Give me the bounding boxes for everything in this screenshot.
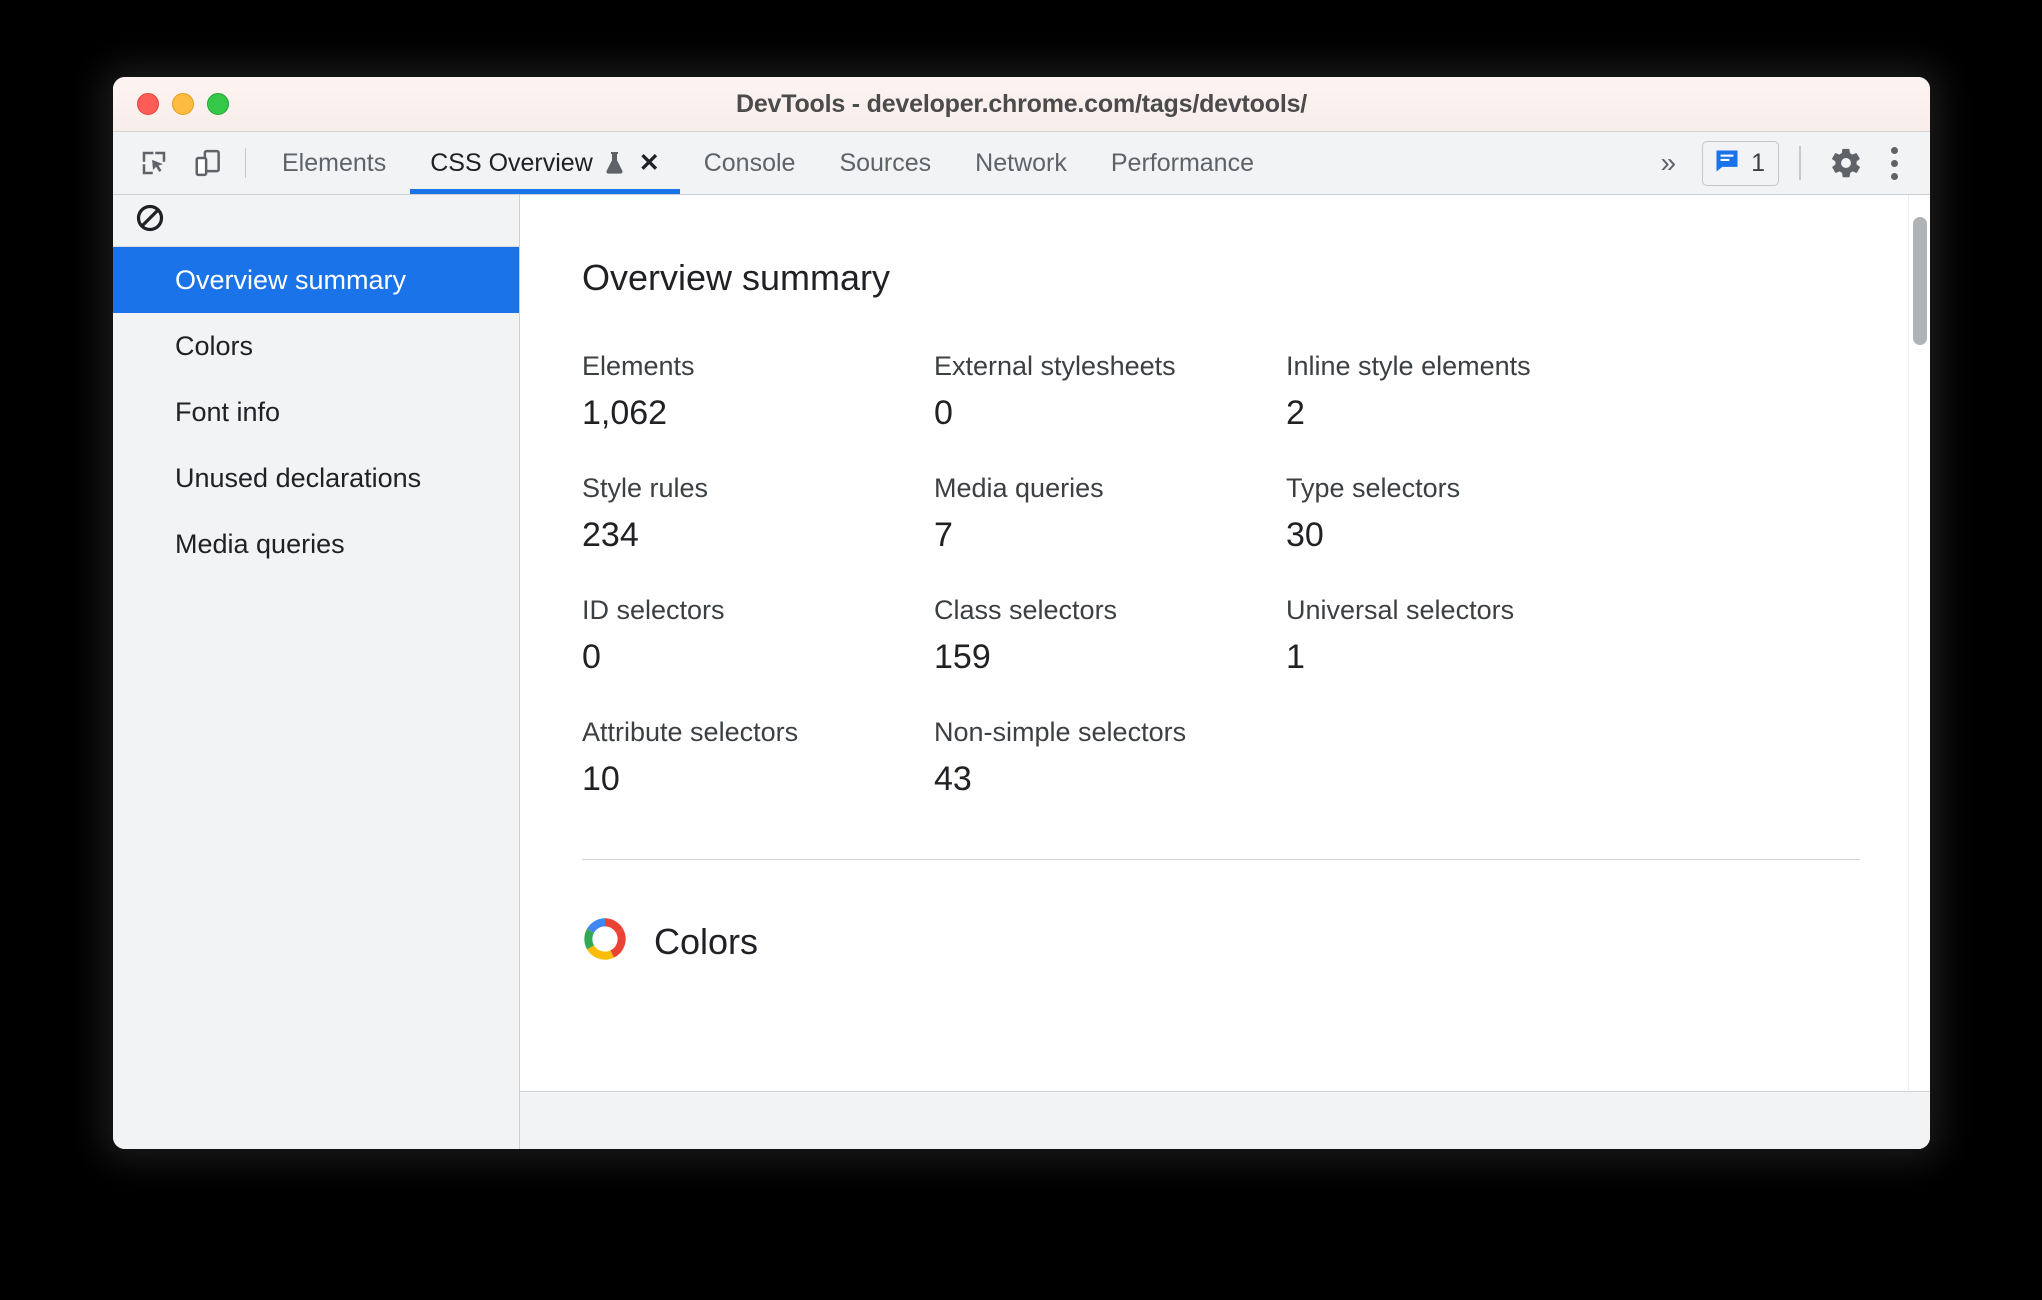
scrollbar-thumb[interactable] [1913, 217, 1927, 345]
overview-scroll-area: Overview summary Elements 1,062 External… [520, 195, 1930, 1091]
sidebar-item-label: Media queries [175, 528, 345, 559]
section-divider [582, 859, 1860, 860]
stat-non-simple-selectors: Non-simple selectors 43 [934, 717, 1286, 799]
sidebar-item-unused-declarations[interactable]: Unused declarations [113, 445, 519, 511]
zoom-window-button[interactable] [207, 93, 229, 115]
stat-external-stylesheets: External stylesheets 0 [934, 351, 1286, 433]
minimize-window-button[interactable] [172, 93, 194, 115]
device-toolbar-icon[interactable] [181, 132, 235, 194]
stat-value: 10 [582, 760, 620, 798]
stat-label: Universal selectors [1286, 595, 1515, 625]
stat-value: 30 [1286, 516, 1324, 554]
stat-label: External stylesheets [934, 351, 1176, 381]
stat-value: 2 [1286, 394, 1305, 432]
stat-label: Style rules [582, 473, 709, 503]
stat-value: 0 [582, 638, 601, 676]
stat-type-selectors: Type selectors 30 [1286, 473, 1860, 555]
stat-value: 159 [934, 638, 991, 676]
inspect-cursor-icon[interactable] [127, 132, 181, 194]
tab-label: CSS Overview [430, 148, 593, 177]
stat-label: Class selectors [934, 595, 1118, 625]
kebab-menu-icon[interactable] [1871, 146, 1914, 180]
no-entry-icon[interactable] [135, 203, 165, 238]
tab-label: Elements [282, 148, 387, 177]
more-tabs-chevron-icon[interactable]: » [1660, 147, 1677, 178]
colors-section-title: Colors [654, 920, 759, 962]
stat-universal-selectors: Universal selectors 1 [1286, 595, 1860, 677]
stat-value: 7 [934, 516, 953, 554]
stat-value: 43 [934, 760, 972, 798]
message-count: 1 [1751, 148, 1765, 177]
console-messages-badge[interactable]: 1 [1702, 140, 1779, 186]
window-title: DevTools - developer.chrome.com/tags/dev… [735, 89, 1308, 118]
sidebar-item-colors[interactable]: Colors [113, 313, 519, 379]
stat-elements: Elements 1,062 [582, 351, 934, 433]
sidebar-item-label: Font info [175, 396, 281, 427]
traffic-lights [137, 93, 229, 115]
page-title: Overview summary [582, 257, 891, 298]
panel-tabs: Elements CSS Overview ✕ Console Sources [260, 132, 1276, 194]
stat-label: Media queries [934, 473, 1104, 503]
colors-section-header[interactable]: Colors [520, 860, 1930, 1007]
devtools-body: Overview summary Colors Font info Unused… [113, 195, 1930, 1149]
sidebar-item-font-info[interactable]: Font info [113, 379, 519, 445]
close-tab-button[interactable]: ✕ [638, 148, 660, 177]
stat-media-queries: Media queries 7 [934, 473, 1286, 555]
tab-console[interactable]: Console [682, 132, 818, 194]
devtools-toolbar: Elements CSS Overview ✕ Console Sources [113, 132, 1930, 195]
sidebar-item-label: Overview summary [175, 264, 407, 295]
window-titlebar: DevTools - developer.chrome.com/tags/dev… [113, 77, 1930, 132]
panel-footer [520, 1091, 1930, 1149]
sidebar-item-label: Unused declarations [175, 462, 422, 493]
stat-class-selectors: Class selectors 159 [934, 595, 1286, 677]
tab-label: Sources [839, 148, 932, 177]
sidebar-item-overview-summary[interactable]: Overview summary [113, 247, 519, 313]
tab-performance[interactable]: Performance [1089, 132, 1276, 194]
stat-value: 1,062 [582, 394, 668, 432]
tab-label: Network [975, 148, 1067, 177]
stat-style-rules: Style rules 234 [582, 473, 934, 555]
stat-label: Type selectors [1286, 473, 1461, 503]
css-overview-content: Overview summary Elements 1,062 External… [520, 195, 1930, 1149]
tab-sources[interactable]: Sources [817, 132, 953, 194]
stat-label: Elements [582, 351, 695, 381]
sidebar-item-media-queries[interactable]: Media queries [113, 511, 519, 577]
sidebar-toolbar [113, 195, 519, 247]
summary-stats-grid: Elements 1,062 External stylesheets 0 In… [582, 351, 1860, 799]
stat-value: 1 [1286, 638, 1305, 676]
stat-attribute-selectors: Attribute selectors 10 [582, 717, 934, 799]
tab-label: Console [703, 148, 796, 177]
stat-inline-style-elements: Inline style elements 2 [1286, 351, 1860, 433]
css-overview-sidebar: Overview summary Colors Font info Unused… [113, 195, 520, 1149]
stat-id-selectors: ID selectors 0 [582, 595, 934, 677]
experiment-flask-icon [603, 150, 627, 176]
stat-label: Non-simple selectors [934, 717, 1187, 747]
toolbar-divider-right [1799, 146, 1801, 180]
tab-css-overview[interactable]: CSS Overview ✕ [408, 132, 682, 194]
color-wheel-icon [582, 916, 628, 967]
stat-label: Attribute selectors [582, 717, 799, 747]
tab-label: Performance [1110, 148, 1254, 177]
sidebar-item-label: Colors [175, 330, 254, 361]
overview-summary-section: Overview summary Elements 1,062 External… [520, 195, 1930, 860]
stat-value: 0 [934, 394, 953, 432]
toolbar-right-controls: » 1 [1635, 132, 1930, 194]
tab-elements[interactable]: Elements [260, 132, 408, 194]
message-bubble-icon [1713, 147, 1741, 180]
tab-network[interactable]: Network [953, 132, 1089, 194]
stat-empty-slot [1286, 717, 1860, 799]
stat-label: Inline style elements [1286, 351, 1531, 381]
toolbar-divider [245, 148, 246, 178]
stat-value: 234 [582, 516, 639, 554]
stat-label: ID selectors [582, 595, 725, 625]
gear-icon[interactable] [1821, 146, 1871, 180]
content-scrollbar[interactable] [1908, 195, 1930, 1091]
devtools-window: DevTools - developer.chrome.com/tags/dev… [113, 77, 1930, 1149]
close-window-button[interactable] [137, 93, 159, 115]
